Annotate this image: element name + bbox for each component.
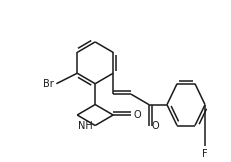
Text: F: F (201, 149, 207, 159)
Text: NH: NH (78, 121, 93, 131)
Text: O: O (151, 121, 158, 131)
Text: Br: Br (43, 79, 54, 89)
Text: O: O (133, 110, 140, 120)
